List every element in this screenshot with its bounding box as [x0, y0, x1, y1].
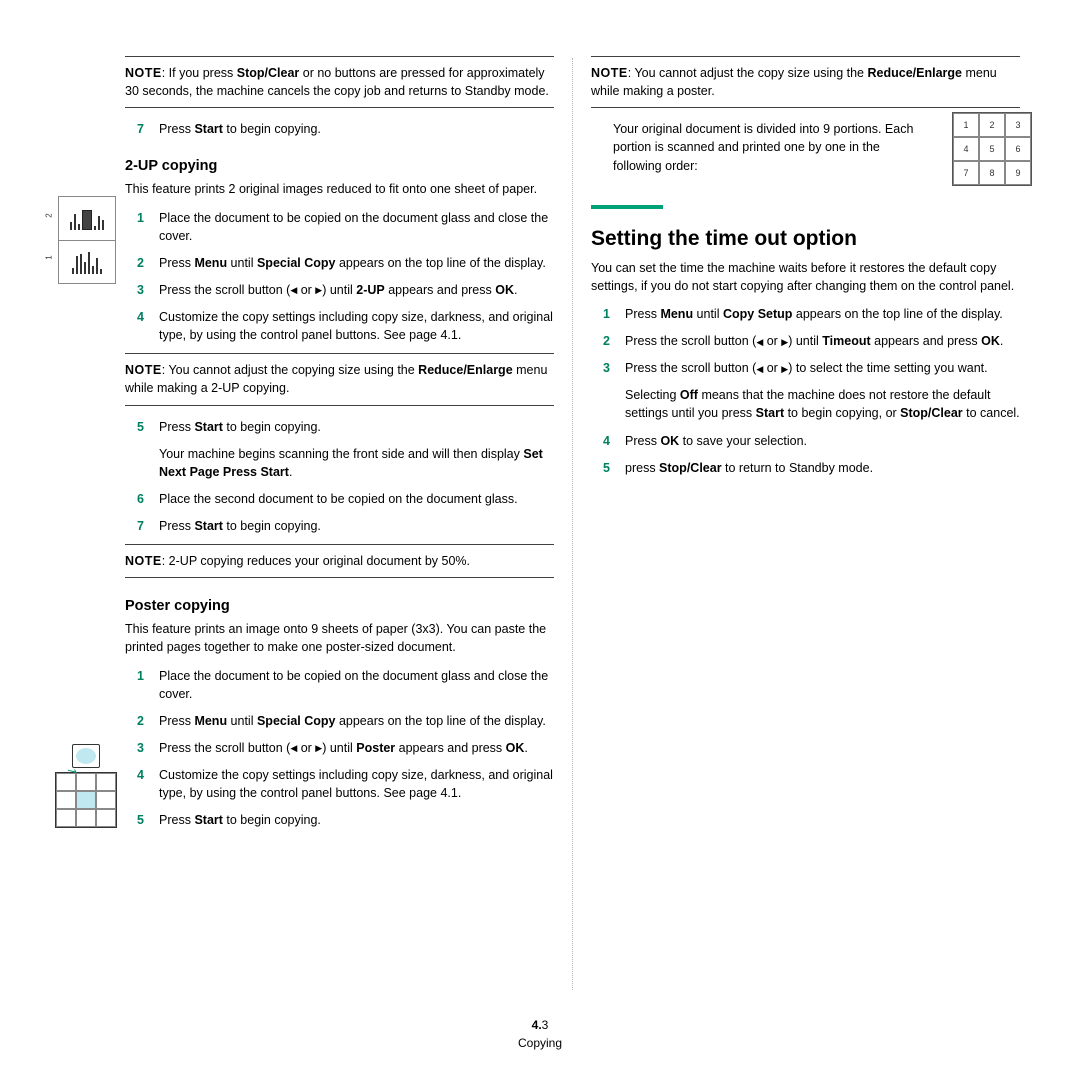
steps-poster: 1Place the document to be copied on the … [137, 667, 554, 830]
intro-timeout: You can set the time the machine waits b… [591, 259, 1020, 295]
two-up-illustration-icon: 1 2 [58, 196, 116, 284]
poster-illustration-icon: ↘ [55, 744, 117, 828]
steps-2up-a: 1Place the document to be copied on the … [137, 209, 554, 345]
poster-order-grid: 123 456 789 [952, 112, 1032, 186]
note-stopclear: NOTE: If you press Stop/Clear or no butt… [125, 56, 554, 108]
section-accent-rule [591, 205, 663, 209]
intro-2up: This feature prints 2 original images re… [125, 180, 554, 198]
note-50pct: NOTE: 2-UP copying reduces your original… [125, 544, 554, 578]
steps-timeout: 1Press Menu until Copy Setup appears on … [603, 305, 1020, 477]
manual-page: NOTE: If you press Stop/Clear or no butt… [0, 0, 1080, 1080]
note-label: NOTE [125, 66, 162, 80]
intro-poster: This feature prints an image onto 9 shee… [125, 620, 554, 656]
right-column: NOTE: You cannot adjust the copy size us… [573, 50, 1050, 1050]
heading-timeout: Setting the time out option [591, 227, 1020, 251]
heading-poster: Poster copying [125, 598, 554, 614]
page-footer: 4.3 Copying [0, 1016, 1080, 1052]
heading-2up: 2-UP copying [125, 158, 554, 174]
steps-2up-b: 5Press Start to begin copying. Your mach… [137, 418, 554, 536]
note-reduce-poster: NOTE: You cannot adjust the copy size us… [591, 56, 1020, 108]
note-reduce-2up: NOTE: You cannot adjust the copying size… [125, 353, 554, 405]
step-continue: 7 Press Start to begin copying. [137, 120, 554, 138]
